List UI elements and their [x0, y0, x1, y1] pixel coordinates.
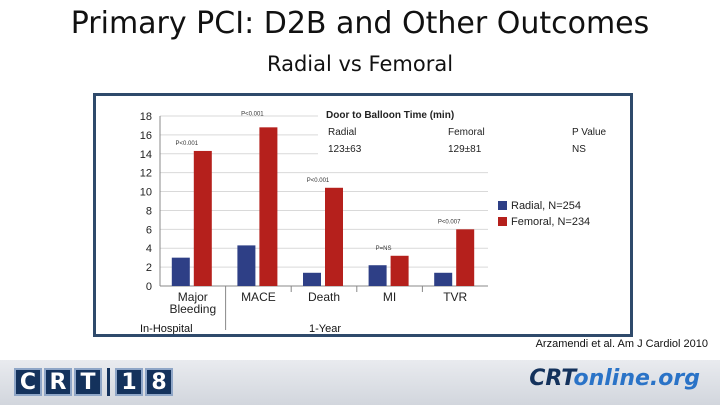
legend-swatch [498, 201, 507, 210]
x-tick-label: Death [308, 290, 340, 304]
p-value-label: P=NS [376, 246, 392, 252]
group-label-in-hospital: In-Hospital [140, 323, 193, 334]
inset-table-value: 123±63 [328, 144, 362, 155]
inset-table-bg [318, 104, 624, 162]
legend-swatch [498, 217, 507, 226]
bar-radial [237, 245, 256, 286]
y-tick-label: 4 [146, 243, 152, 255]
y-tick-label: 16 [140, 130, 152, 142]
x-tick-label: TVR [443, 290, 467, 304]
bar-radial [434, 272, 453, 286]
legend-label: Femoral, N=234 [511, 216, 590, 228]
bar-radial [303, 272, 321, 286]
crtonline-logo: CRTonline.org [529, 366, 700, 391]
crtonline-logo-part1: CRT [529, 366, 574, 391]
crt-logo: C R T 1 8 [14, 368, 173, 398]
y-tick-label: 0 [146, 281, 152, 293]
y-tick-label: 12 [140, 168, 152, 180]
logo-letter: C [14, 368, 42, 396]
chart-frame: 0 2 4 6 8 10 12 14 16 18 Major Bleeding P<0.001 MACE P… [93, 93, 633, 337]
logo-letter: 1 [115, 368, 143, 396]
group-label-1-year: 1-Year [309, 323, 341, 334]
citation: Arzamendi et al. Am J Cardiol 2010 [535, 338, 708, 350]
inset-table-title: Door to Balloon Time (min) [326, 110, 454, 121]
inset-table-header: Femoral [448, 127, 485, 138]
y-tick-label: 2 [146, 262, 152, 274]
slide-title: Primary PCI: D2B and Other Outcomes [70, 6, 650, 41]
slide-subtitle: Radial vs Femoral [266, 52, 454, 76]
logo-letter: 8 [145, 368, 173, 396]
bar-femoral [390, 255, 409, 286]
p-value-label: P<0.001 [176, 141, 199, 147]
bar-radial [171, 257, 190, 286]
x-tick-label: MACE [241, 290, 276, 304]
y-tick-label: 8 [146, 205, 152, 217]
logo-letter: R [44, 368, 72, 396]
bar-femoral [259, 127, 278, 286]
legend-label: Radial, N=254 [511, 200, 581, 212]
bar-femoral [325, 187, 343, 286]
bar-femoral [456, 229, 475, 286]
x-tick-label: Major [178, 290, 208, 304]
inset-table-header: Radial [328, 127, 356, 138]
bar-radial [368, 265, 387, 286]
inset-table-value: 129±81 [448, 144, 482, 155]
crtonline-logo-part2: online.org [573, 366, 700, 391]
y-tick-label: 18 [140, 111, 152, 123]
p-value-label: P<0.007 [438, 219, 461, 225]
y-tick-label: 14 [140, 149, 152, 161]
x-tick-label: Bleeding [169, 302, 216, 316]
inset-table-header: P Value [572, 127, 607, 138]
logo-separator [107, 368, 110, 396]
logo-letter: T [74, 368, 102, 396]
y-tick-label: 6 [146, 224, 152, 236]
y-tick-label: 10 [140, 187, 152, 199]
x-tick-label: MI [383, 290, 396, 304]
inset-table-value: NS [572, 144, 586, 155]
p-value-label: P<0.001 [307, 178, 330, 184]
bar-femoral [193, 150, 212, 286]
p-value-label: P<0.001 [241, 111, 264, 117]
